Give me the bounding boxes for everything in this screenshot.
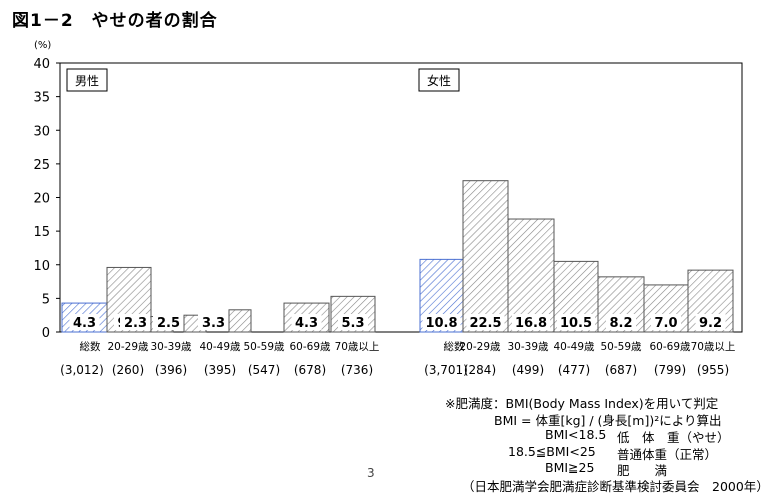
- data-label-bg: [338, 314, 368, 330]
- page-number: 3: [367, 466, 375, 480]
- y-tick-label: 20: [33, 192, 50, 207]
- data-label: 4.3: [73, 316, 96, 331]
- legend-box: [66, 68, 108, 92]
- data-label-bg: [466, 314, 505, 330]
- sample-size-label: (3,012): [60, 363, 104, 377]
- sample-size-label: (687): [605, 363, 637, 377]
- data-label: 8.2: [609, 316, 632, 331]
- sample-size-label: (955): [697, 363, 729, 377]
- legend-box: [418, 68, 460, 92]
- x-tick-label: 70歳以上: [335, 341, 380, 353]
- data-label: 9.2: [699, 316, 722, 331]
- x-tick-label: 60-69歳: [289, 341, 331, 353]
- sample-size-label: (547): [248, 363, 280, 377]
- data-label-bg: [153, 314, 183, 330]
- footnote-underweight-label: 低 体 重（やせ）: [617, 430, 730, 445]
- data-label: 16.8: [515, 316, 547, 331]
- x-tick-label: 50-59歳: [600, 341, 642, 353]
- footnote-source: （日本肥満学会肥満症診断基準検討委員会 2000年）: [462, 479, 769, 494]
- bar-chart: 0510152025303540男性4.39.62.32.53.34.35.3総…: [33, 57, 743, 377]
- data-label: 2.5: [157, 316, 180, 331]
- x-tick-label: 総数: [80, 340, 101, 353]
- sample-size-label: (799): [654, 363, 686, 377]
- sample-size-label: (260): [112, 363, 144, 377]
- data-label-bg: [557, 314, 595, 330]
- y-tick-label: 15: [33, 225, 50, 240]
- data-label: 4.3: [295, 316, 318, 331]
- sample-size-label: (678): [294, 363, 326, 377]
- x-tick-label: 50-59歳: [243, 341, 285, 353]
- sample-size-label: (396): [155, 363, 187, 377]
- x-tick-label: 30-39歳: [150, 341, 192, 353]
- y-tick-label: 35: [33, 91, 50, 106]
- y-tick-label: 0: [42, 326, 50, 341]
- x-tick-label: 20-29歳: [107, 341, 149, 353]
- x-tick-label: 総数: [444, 340, 465, 353]
- footnote-normal-cond: 18.5≦BMI<25: [508, 444, 596, 459]
- bar: [462, 180, 509, 333]
- data-label-bg: [291, 314, 322, 330]
- group-label: 男性: [75, 74, 99, 88]
- data-label-bg: [69, 314, 100, 330]
- sample-size-label: (284): [464, 363, 496, 377]
- sample-size-label: (736): [341, 363, 373, 377]
- sample-size-label: (477): [558, 363, 590, 377]
- sample-size-label: (499): [512, 363, 544, 377]
- x-tick-label: 40-49歳: [199, 341, 241, 353]
- data-label: 10.5: [560, 316, 592, 331]
- y-tick-label: 40: [33, 57, 50, 72]
- y-axis-unit: (%): [34, 40, 52, 51]
- sample-size-label: (395): [204, 363, 236, 377]
- data-label-bg: [606, 314, 636, 330]
- data-label: 7.0: [654, 316, 677, 331]
- data-label: 10.8: [425, 316, 457, 331]
- x-tick-label: 60-69歳: [649, 341, 691, 353]
- x-tick-label: 40-49歳: [553, 341, 595, 353]
- data-label: 2.3: [124, 316, 147, 331]
- data-label-bg: [651, 314, 681, 330]
- y-tick-label: 5: [42, 292, 50, 307]
- data-label: 22.5: [469, 316, 501, 331]
- bar: [507, 218, 555, 333]
- data-label-bg: [695, 314, 726, 330]
- footnote-underweight-cond: BMI<18.5: [545, 427, 607, 442]
- data-label-bg: [120, 314, 150, 330]
- data-label-bg: [198, 314, 228, 330]
- footnote-bmi-formula: BMI = 体重[kg] / (身長[m])²により算出: [494, 413, 722, 428]
- y-tick-label: 25: [33, 158, 50, 173]
- footnote-obese-cond: BMI≧25: [545, 460, 595, 475]
- y-tick-label: 30: [33, 124, 50, 139]
- y-tick-label: 10: [33, 259, 50, 274]
- x-tick-label: 20-29歳: [459, 341, 501, 353]
- x-tick-label: 30-39歳: [507, 341, 549, 353]
- data-label: 3.3: [202, 316, 225, 331]
- footnote-obese-label: 肥 満: [617, 463, 668, 478]
- data-label-bg: [512, 314, 550, 330]
- x-tick-label: 70歳以上: [691, 341, 736, 353]
- page-title: 図1－2 やせの者の割合: [12, 11, 218, 31]
- bar: [228, 309, 252, 333]
- sample-size-label: (3,701): [424, 363, 468, 377]
- data-label-bg: [422, 314, 461, 330]
- footnote-normal-label: 普通体重（正常）: [617, 447, 718, 462]
- footnote-bmi-method: ※肥満度：BMI(Body Mass Index)を用いて判定: [445, 396, 719, 411]
- data-label: 5.3: [341, 316, 364, 331]
- group-label: 女性: [427, 73, 451, 88]
